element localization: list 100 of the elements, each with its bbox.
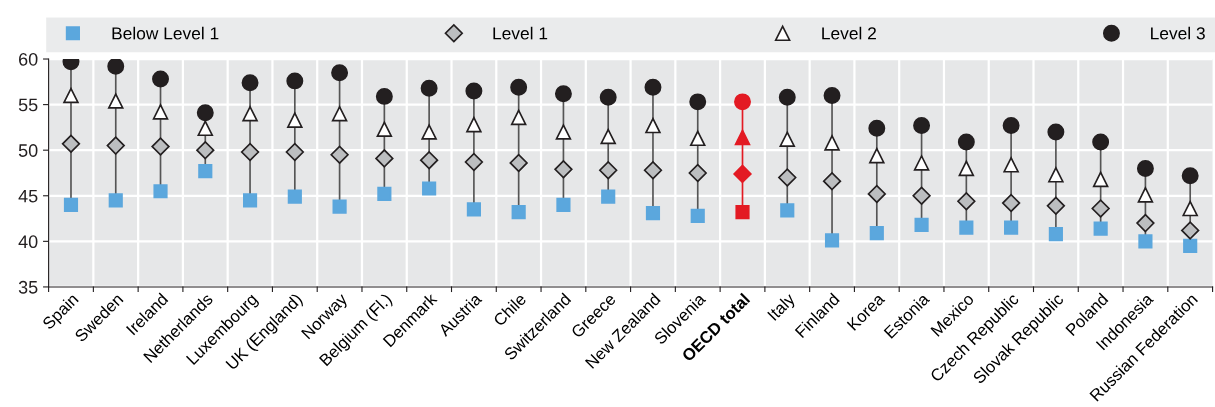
point bbox=[599, 161, 618, 180]
y-tick-label: 60 bbox=[19, 52, 38, 66]
point bbox=[1003, 156, 1019, 173]
legend-label: Level 2 bbox=[822, 26, 876, 40]
point bbox=[466, 202, 481, 217]
point bbox=[645, 117, 661, 134]
point bbox=[689, 130, 706, 147]
point bbox=[1182, 200, 1198, 217]
point bbox=[556, 197, 571, 212]
point bbox=[464, 152, 484, 172]
point bbox=[287, 189, 302, 204]
y-tick-label: 55 bbox=[18, 98, 38, 112]
point bbox=[420, 79, 438, 97]
point bbox=[242, 105, 258, 122]
legend-label: Level 3 bbox=[1151, 26, 1205, 40]
point bbox=[375, 87, 393, 105]
point bbox=[1092, 133, 1110, 151]
point bbox=[735, 205, 750, 220]
point bbox=[197, 120, 214, 137]
point bbox=[957, 133, 975, 151]
point bbox=[554, 160, 573, 179]
point bbox=[778, 88, 796, 106]
point bbox=[734, 129, 751, 146]
point bbox=[1181, 167, 1199, 185]
point bbox=[688, 163, 707, 183]
point bbox=[377, 186, 392, 202]
point bbox=[601, 189, 616, 204]
point bbox=[421, 124, 437, 140]
point bbox=[1046, 196, 1066, 215]
point bbox=[823, 87, 841, 104]
point bbox=[63, 197, 79, 212]
y-tick-label: 45 bbox=[18, 189, 38, 203]
point bbox=[690, 208, 705, 223]
point bbox=[107, 59, 125, 75]
point bbox=[824, 233, 840, 248]
point bbox=[108, 193, 123, 208]
point bbox=[1048, 226, 1063, 242]
point bbox=[1138, 234, 1153, 249]
point bbox=[1048, 167, 1064, 183]
y-tick-label: 35 bbox=[18, 280, 38, 294]
point bbox=[733, 164, 752, 184]
point bbox=[600, 128, 616, 145]
point bbox=[196, 141, 215, 160]
legend-label: Level 1 bbox=[493, 26, 548, 40]
point bbox=[152, 104, 169, 120]
point bbox=[106, 136, 125, 155]
point bbox=[1181, 221, 1200, 240]
point bbox=[331, 64, 349, 82]
point bbox=[332, 199, 347, 214]
point bbox=[644, 78, 662, 96]
point bbox=[330, 145, 349, 164]
point bbox=[286, 72, 304, 90]
point bbox=[959, 220, 974, 235]
point bbox=[914, 217, 929, 233]
point bbox=[1093, 221, 1108, 236]
point bbox=[824, 135, 840, 151]
y-tick-label: 40 bbox=[18, 235, 38, 249]
point bbox=[1136, 159, 1154, 177]
point bbox=[511, 205, 526, 220]
x-tick-label: Italy bbox=[766, 291, 799, 324]
point bbox=[242, 193, 258, 208]
point bbox=[509, 153, 528, 173]
point bbox=[957, 192, 976, 211]
point bbox=[912, 186, 931, 205]
point bbox=[958, 160, 975, 177]
point bbox=[285, 142, 305, 162]
point bbox=[196, 104, 214, 122]
point bbox=[151, 137, 170, 156]
point bbox=[645, 206, 661, 221]
point bbox=[868, 119, 886, 137]
point bbox=[1004, 220, 1019, 235]
point bbox=[1183, 238, 1198, 253]
point bbox=[198, 164, 213, 179]
point bbox=[1091, 199, 1110, 218]
point bbox=[913, 155, 930, 171]
y-tick-label: 50 bbox=[18, 144, 38, 157]
point bbox=[466, 116, 482, 133]
point bbox=[63, 87, 79, 104]
point bbox=[152, 70, 169, 88]
point bbox=[1136, 213, 1155, 233]
point bbox=[778, 168, 797, 187]
point bbox=[869, 147, 885, 164]
point bbox=[913, 117, 931, 135]
point bbox=[869, 226, 884, 241]
point bbox=[734, 93, 751, 111]
point bbox=[331, 105, 348, 122]
point bbox=[780, 203, 795, 218]
point bbox=[1002, 117, 1020, 135]
point bbox=[241, 74, 259, 92]
legend-label: Below Level 1 bbox=[112, 26, 219, 40]
point bbox=[867, 184, 886, 204]
point bbox=[510, 78, 528, 96]
point bbox=[510, 109, 527, 126]
point bbox=[422, 181, 437, 196]
point bbox=[689, 93, 707, 111]
point bbox=[822, 171, 842, 191]
point bbox=[240, 142, 260, 162]
point bbox=[554, 85, 572, 103]
point bbox=[419, 151, 439, 170]
point bbox=[375, 149, 394, 168]
